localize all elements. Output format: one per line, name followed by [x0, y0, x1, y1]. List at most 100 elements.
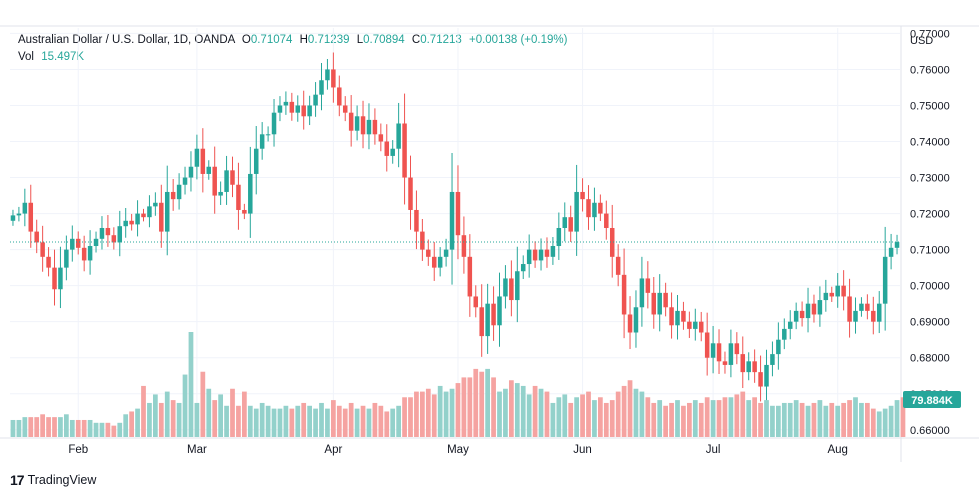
tradingview-branding[interactable]: 17 TradingView: [10, 472, 96, 488]
candle-body: [645, 278, 651, 293]
volume-bar: [396, 405, 402, 437]
high-value: 0.71239: [307, 34, 350, 46]
x-tick-label: Mar: [187, 444, 207, 456]
candle-body: [64, 249, 69, 268]
candle-body: [787, 321, 793, 329]
volume-bar: [141, 385, 146, 437]
candle-body: [135, 213, 140, 225]
volume-bar: [870, 408, 876, 437]
candle-body: [348, 112, 354, 131]
candle-body: [431, 256, 437, 268]
candle-body: [313, 94, 318, 106]
candle-body: [776, 339, 781, 355]
candle-body: [509, 278, 514, 301]
volume-bar: [236, 405, 241, 437]
candle-body: [443, 249, 449, 257]
candle-body: [230, 170, 235, 185]
candle-body: [372, 119, 378, 135]
candle-body: [722, 361, 728, 365]
candle-body: [455, 191, 461, 236]
candle-body: [337, 87, 342, 106]
volume-bar: [289, 408, 295, 437]
candle-body: [52, 267, 57, 290]
candle-body: [538, 249, 544, 261]
y-tick-label: 0.76000: [910, 64, 950, 76]
volume-bar: [592, 400, 597, 437]
close-value: 0.71213: [420, 34, 462, 46]
volume-bar: [437, 385, 443, 437]
candle-body: [592, 202, 597, 218]
volume-bar: [698, 402, 704, 437]
volume-bar: [758, 402, 763, 437]
volume-bar: [722, 397, 728, 437]
volume-bar: [508, 380, 514, 437]
candle-body: [544, 249, 550, 257]
volume-bar: [882, 408, 888, 437]
candle-body: [515, 271, 520, 301]
volume-bar: [740, 391, 746, 437]
volume-bar: [746, 400, 752, 437]
volume-bar: [669, 402, 674, 437]
volume-bar: [580, 394, 585, 437]
candle-body: [574, 191, 579, 232]
volume-bar: [152, 394, 158, 437]
volume-bar: [544, 391, 550, 437]
candle-body: [408, 177, 413, 210]
y-tick-label: 0.68000: [910, 353, 950, 365]
candle-body: [265, 134, 271, 136]
candle-body: [295, 105, 301, 113]
volume-bar: [514, 383, 520, 437]
volume-bar: [787, 402, 793, 437]
candle-body: [817, 300, 823, 315]
candle-body: [206, 166, 212, 174]
candle-body: [248, 173, 253, 214]
candle-body: [633, 307, 639, 333]
y-unit-label: USD: [910, 35, 933, 47]
volume-bar: [734, 394, 740, 437]
candle-body: [704, 332, 710, 358]
candle-body: [46, 256, 51, 268]
volume-bar: [218, 394, 224, 437]
volume-bar: [538, 388, 544, 437]
candle-body: [81, 247, 87, 261]
volume-bar: [10, 419, 16, 437]
volume-legend: Vol 15.497K: [18, 51, 84, 63]
candle-body: [829, 292, 835, 297]
candle-body: [615, 256, 621, 275]
volume-bar: [621, 385, 627, 437]
volume-bar: [271, 408, 277, 437]
x-tick-label: Apr: [324, 444, 342, 456]
volume-bar: [876, 411, 882, 437]
volume-bar: [40, 414, 46, 437]
candle-body: [532, 249, 538, 261]
volume-bar: [639, 391, 645, 437]
volume-bar: [609, 400, 615, 437]
candle-body: [805, 303, 811, 319]
candle-body: [34, 231, 39, 243]
volume-bar: [384, 411, 390, 437]
volume-bar: [550, 402, 556, 437]
candle-body: [811, 303, 817, 315]
volume-badge-text: 79.884K: [911, 395, 953, 407]
volume-bar: [52, 417, 57, 437]
volume-bar: [414, 391, 419, 437]
candle-body: [307, 105, 312, 117]
volume-bar: [449, 388, 455, 437]
candle-body: [758, 372, 763, 387]
candle-body: [485, 303, 490, 337]
tradingview-logo-icon: 17: [10, 472, 25, 488]
y-tick-label: 0.75000: [910, 100, 950, 112]
volume-bar: [28, 417, 34, 437]
candle-body: [746, 361, 751, 373]
candle-body: [894, 242, 900, 248]
candle-body: [598, 202, 603, 214]
volume-bar: [568, 402, 574, 437]
candle-body: [609, 227, 615, 257]
volume-bar: [752, 397, 758, 437]
candle-body: [461, 235, 467, 257]
y-tick-label: 0.72000: [910, 209, 950, 221]
volume-bar: [75, 419, 81, 437]
candle-body: [467, 256, 473, 297]
volume-bar: [325, 408, 330, 437]
